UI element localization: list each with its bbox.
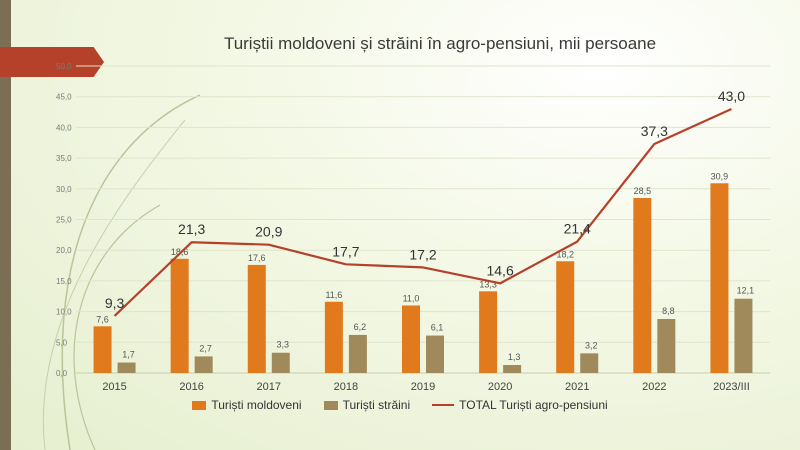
data-label-straini: 12,1	[737, 286, 755, 296]
bar-straini	[348, 334, 367, 373]
bar-moldoveni	[247, 264, 266, 373]
data-label-straini: 8,8	[662, 306, 675, 316]
y-tick-label: 25,0	[56, 216, 72, 225]
bar-moldoveni	[402, 305, 420, 373]
x-tick-label: 2017	[257, 381, 281, 393]
bar-moldoveni	[556, 261, 575, 373]
data-label-moldoveni: 7,6	[96, 314, 109, 324]
y-tick-label: 30,0	[56, 185, 72, 194]
legend-swatch-total	[432, 404, 455, 406]
data-label-total: 17,7	[332, 243, 359, 259]
legend-item-straini: Turiști străini	[323, 398, 411, 412]
data-label-total: 9,3	[105, 295, 125, 311]
data-label-total: 43,0	[718, 88, 745, 104]
bar-moldoveni	[324, 301, 343, 373]
bar-moldoveni	[710, 183, 729, 373]
data-label-straini: 3,3	[277, 340, 290, 350]
data-label-moldoveni: 18,2	[556, 249, 574, 259]
bar-moldoveni	[479, 291, 498, 373]
data-label-straini: 2,7	[199, 343, 212, 353]
bar-straini	[117, 362, 136, 373]
bar-straini	[271, 352, 290, 373]
legend-label-total: TOTAL Turiști agro-pensiuni	[459, 398, 608, 412]
data-label-moldoveni: 28,5	[634, 186, 652, 196]
data-label-straini: 1,7	[122, 350, 135, 360]
data-label-moldoveni: 13,3	[479, 279, 497, 289]
x-tick-label: 2019	[411, 381, 435, 393]
data-label-moldoveni: 11,6	[325, 290, 342, 300]
data-label-total: 21,4	[564, 221, 591, 237]
data-label-straini: 3,2	[585, 340, 598, 350]
legend-item-total: TOTAL Turiști agro-pensiuni	[432, 398, 608, 412]
data-label-moldoveni: 18,6	[171, 247, 189, 257]
data-label-straini: 6,1	[431, 323, 444, 333]
legend-swatch-moldoveni	[192, 400, 207, 410]
x-tick-label: 2022	[642, 381, 666, 393]
x-tick-label: 2020	[488, 381, 512, 393]
y-tick-label: 40,0	[56, 123, 72, 132]
y-tick-label: 10,0	[56, 308, 72, 317]
data-label-moldoveni: 17,6	[248, 253, 266, 263]
x-tick-label: 2016	[179, 381, 203, 393]
chart-title: Turiștii moldoveni și străini în agro-pe…	[223, 34, 657, 53]
legend-swatch-straini	[323, 400, 338, 410]
bar-straini	[734, 298, 753, 373]
bar-straini	[194, 356, 213, 373]
x-tick-label: 2015	[102, 381, 126, 393]
data-label-straini: 6,2	[354, 322, 367, 332]
x-tick-label: 2023/III	[713, 381, 750, 393]
bar-straini	[426, 335, 444, 373]
y-tick-label: 5,0	[56, 338, 68, 347]
data-label-total: 14,6	[486, 262, 513, 278]
legend-label-straini: Turiști străini	[342, 398, 411, 412]
y-tick-label: 0,0	[56, 369, 68, 378]
bar-moldoveni	[633, 198, 652, 373]
data-label-total: 20,9	[255, 224, 282, 240]
decorative-swirl	[43, 94, 200, 450]
bar-straini	[580, 353, 599, 373]
bar-moldoveni	[170, 258, 189, 373]
left-accent-strip	[0, 0, 11, 450]
bar-moldoveni	[93, 326, 112, 373]
chart-legend: Turiști moldoveni Turiști străini TOTAL …	[0, 398, 800, 412]
bar-straini	[503, 365, 522, 373]
data-label-total: 21,3	[178, 221, 205, 237]
y-tick-label: 35,0	[56, 154, 72, 163]
y-tick-label: 15,0	[56, 277, 72, 286]
y-tick-label: 20,0	[56, 246, 72, 255]
legend-label-moldoveni: Turiști moldoveni	[211, 398, 302, 412]
data-label-total: 17,2	[409, 246, 436, 262]
y-tick-label: 45,0	[56, 93, 72, 102]
data-label-moldoveni: 30,9	[711, 171, 729, 181]
legend-item-moldoveni: Turiști moldoveni	[192, 398, 302, 412]
y-tick-label: 50,0	[56, 62, 72, 71]
data-label-straini: 1,3	[508, 352, 521, 362]
x-tick-label: 2018	[334, 381, 358, 393]
data-label-total: 37,3	[641, 123, 668, 139]
slide-arrow-shape	[0, 47, 104, 77]
data-label-moldoveni: 11,0	[403, 293, 420, 303]
x-tick-label: 2021	[565, 381, 589, 393]
bar-straini	[657, 318, 676, 373]
